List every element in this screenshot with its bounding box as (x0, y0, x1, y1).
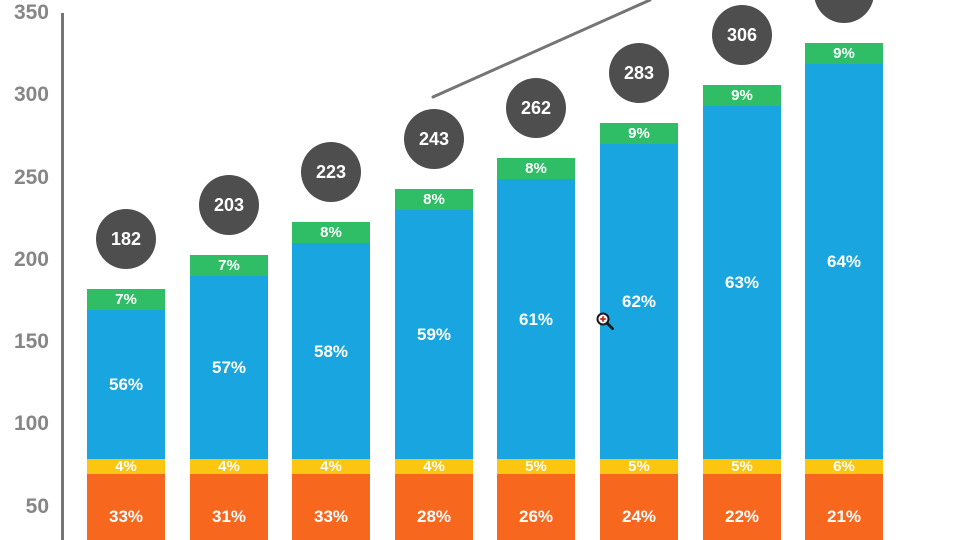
y-axis-line (61, 13, 64, 540)
total-value-badge: 262 (506, 78, 566, 138)
segment-orange-label: 24% (621, 507, 657, 526)
segment-orange-label: 28% (416, 507, 452, 526)
segment-yellow: 5% (600, 459, 678, 474)
segment-blue: 63% (703, 106, 781, 459)
total-value-label: 332 (829, 0, 859, 4)
segment-blue: 57% (190, 276, 268, 459)
segment-blue: 64% (805, 64, 883, 459)
total-value-label: 223 (315, 161, 347, 182)
segment-orange-label: 22% (724, 507, 760, 526)
total-value-badge: 182 (96, 209, 156, 269)
segment-blue-label: 64% (826, 252, 862, 271)
segment-yellow-label: 5% (628, 458, 650, 475)
segment-green-label: 7% (115, 291, 137, 308)
segment-blue-label: 62% (621, 292, 657, 311)
y-axis-tick-label: 150 (13, 330, 49, 353)
total-value-badge: 243 (404, 109, 464, 169)
segment-yellow: 4% (395, 459, 473, 474)
segment-green: 9% (805, 43, 883, 64)
bar: 7% 56% 4% 33% (87, 289, 165, 540)
segment-yellow-label: 5% (731, 458, 753, 475)
total-value-label: 203 (213, 194, 245, 215)
segment-yellow-label: 6% (833, 458, 855, 475)
segment-yellow-label: 4% (423, 458, 445, 475)
y-axis-tick-label: 350 (13, 1, 49, 24)
total-value-label: 262 (520, 97, 552, 118)
segment-orange-label: 31% (211, 507, 247, 526)
segment-orange: 24% (600, 474, 678, 540)
segment-yellow: 5% (497, 459, 575, 474)
segment-blue: 56% (87, 310, 165, 459)
total-value-badge: 223 (301, 142, 361, 202)
segment-orange: 31% (190, 474, 268, 540)
bar: 7% 57% 4% 31% (190, 255, 268, 540)
segment-orange-label: 26% (518, 507, 554, 526)
segment-orange: 33% (292, 474, 370, 540)
bar: 9% 62% 5% 24% (600, 123, 678, 540)
bar: 8% 59% 4% 28% (395, 189, 473, 540)
segment-green: 8% (497, 158, 575, 179)
total-value-label: 283 (623, 62, 655, 83)
segment-green-label: 8% (423, 191, 445, 208)
bar: 9% 64% 6% 21% (805, 43, 883, 540)
segment-green: 8% (292, 222, 370, 243)
total-value-badge: 203 (199, 175, 259, 235)
segment-green-label: 8% (525, 160, 547, 177)
segment-green-label: 9% (731, 87, 753, 104)
y-axis-tick-label: 250 (13, 166, 49, 189)
segment-blue: 58% (292, 243, 370, 459)
segment-green-label: 7% (218, 257, 240, 274)
segment-green: 7% (190, 255, 268, 276)
total-value-label: 182 (110, 228, 142, 249)
total-value-label: 243 (418, 128, 450, 149)
segment-yellow: 6% (805, 459, 883, 474)
segment-yellow-label: 4% (320, 458, 342, 475)
segment-yellow-label: 5% (525, 458, 547, 475)
total-value-label: 306 (726, 24, 758, 45)
segment-green-label: 9% (628, 125, 650, 142)
y-axis-tick-label: 200 (13, 248, 49, 271)
segment-green-label: 8% (320, 224, 342, 241)
segment-blue: 61% (497, 179, 575, 459)
segment-yellow: 4% (292, 459, 370, 474)
segment-yellow: 5% (703, 459, 781, 474)
segment-blue-label: 58% (313, 341, 349, 361)
segment-green: 9% (600, 123, 678, 144)
segment-orange: 33% (87, 474, 165, 540)
segment-green: 8% (395, 189, 473, 210)
segment-blue-label: 61% (518, 309, 554, 329)
segment-yellow-label: 4% (115, 458, 137, 475)
total-value-badge: 283 (609, 43, 669, 103)
bar: 9% 63% 5% 22% (703, 85, 781, 540)
segment-blue-label: 63% (724, 273, 760, 292)
segment-orange-label: 33% (108, 507, 144, 526)
segment-orange: 26% (497, 474, 575, 540)
segment-green: 9% (703, 85, 781, 106)
segment-blue-label: 56% (108, 375, 144, 394)
segment-yellow: 4% (87, 459, 165, 474)
total-value-badge: 306 (712, 5, 772, 65)
y-axis-tick-label: 50 (25, 495, 49, 518)
total-value-badge: 332 (814, 0, 874, 23)
bar: 8% 61% 5% 26% (497, 158, 575, 540)
y-axis-tick-label: 300 (13, 83, 49, 106)
segment-blue: 62% (600, 144, 678, 459)
segment-yellow: 4% (190, 459, 268, 474)
bar: 8% 58% 4% 33% (292, 222, 370, 540)
segment-orange: 21% (805, 474, 883, 540)
segment-green-label: 9% (833, 45, 855, 62)
segment-yellow-label: 4% (218, 458, 240, 475)
segment-orange: 22% (703, 474, 781, 540)
segment-orange-label: 33% (313, 507, 349, 526)
segment-orange-label: 21% (826, 507, 862, 526)
segment-blue-label: 57% (211, 358, 247, 377)
y-axis-tick-label: 100 (13, 412, 49, 435)
segment-orange: 28% (395, 474, 473, 540)
segment-blue: 59% (395, 210, 473, 459)
segment-green: 7% (87, 289, 165, 310)
segment-blue-label: 59% (416, 325, 452, 344)
